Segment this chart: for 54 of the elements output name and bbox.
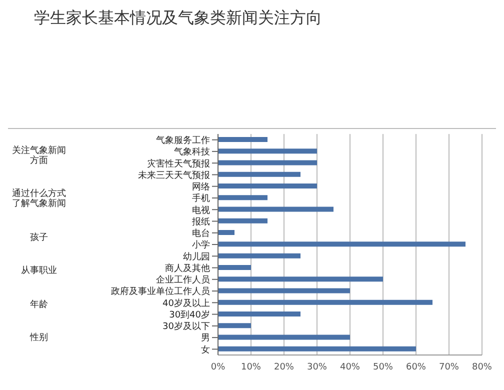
bar — [218, 195, 268, 200]
y-tick-label: 女 — [201, 344, 210, 356]
y-tick-label: 小学 — [192, 240, 210, 251]
y-tick-label: 幼儿园 — [183, 251, 210, 262]
bar — [218, 276, 383, 282]
x-tick-label: 20% — [274, 362, 294, 372]
bar — [218, 184, 317, 189]
y-tick-label: 30到40岁 — [169, 309, 210, 320]
bar — [218, 160, 317, 166]
y-tick-label: 灾害性天气预报 — [147, 158, 210, 170]
text: 从事职业 — [20, 266, 58, 276]
y-tick-label: 未来三天天气预报 — [138, 170, 210, 181]
bar — [218, 264, 251, 270]
bar — [218, 230, 234, 236]
x-tick-label: 0% — [210, 362, 226, 372]
y-tick-label: 气象服务工作 — [156, 135, 210, 146]
x-tick-label: 30% — [306, 362, 328, 372]
bar — [218, 148, 317, 154]
y-tick-label: 企业工作人员 — [156, 274, 210, 286]
text: 年龄 — [29, 300, 49, 310]
bar — [218, 242, 466, 247]
x-tick-label: 70% — [438, 362, 460, 372]
bar — [218, 253, 300, 258]
bar — [218, 218, 268, 224]
x-tick-label: 50% — [372, 362, 394, 372]
chart-title: 学生家长基本情况及气象类新闻关注方向 — [34, 8, 323, 29]
text: 关注气象新闻方面 — [11, 146, 67, 166]
x-tick-label: 80% — [472, 362, 492, 372]
y-tick-label: 气象科技 — [174, 146, 210, 158]
x-tick-label: 10% — [240, 362, 262, 372]
y-tick-label: 手机 — [192, 193, 210, 204]
bar — [218, 206, 334, 212]
x-tick-label: 60% — [406, 362, 426, 372]
bar — [218, 323, 251, 328]
y-tick-label: 报纸 — [191, 216, 210, 228]
bar — [218, 346, 416, 352]
y-tick-label: 政府及事业单位工作人员 — [111, 286, 210, 298]
text: 通过什么方式了解气象新闻 — [11, 189, 67, 210]
bar — [218, 334, 350, 340]
y-tick-label: 男 — [201, 332, 210, 344]
x-tick-label: 40% — [340, 362, 360, 372]
y-tick-label: 商人及其他 — [165, 262, 210, 274]
bar — [218, 172, 300, 177]
y-tick-label: 电台 — [192, 228, 210, 240]
y-tick-label: 40岁及以上 — [162, 298, 210, 309]
y-tick-label: 电视 — [192, 204, 210, 216]
text: 性别 — [28, 333, 49, 344]
bar — [218, 311, 300, 316]
text: 孩子 — [29, 232, 49, 243]
bar — [218, 300, 432, 305]
y-tick-label: 30岁及以下 — [162, 321, 210, 332]
bar — [218, 137, 268, 142]
y-tick-label: 网络 — [192, 182, 210, 193]
bar — [218, 288, 350, 294]
